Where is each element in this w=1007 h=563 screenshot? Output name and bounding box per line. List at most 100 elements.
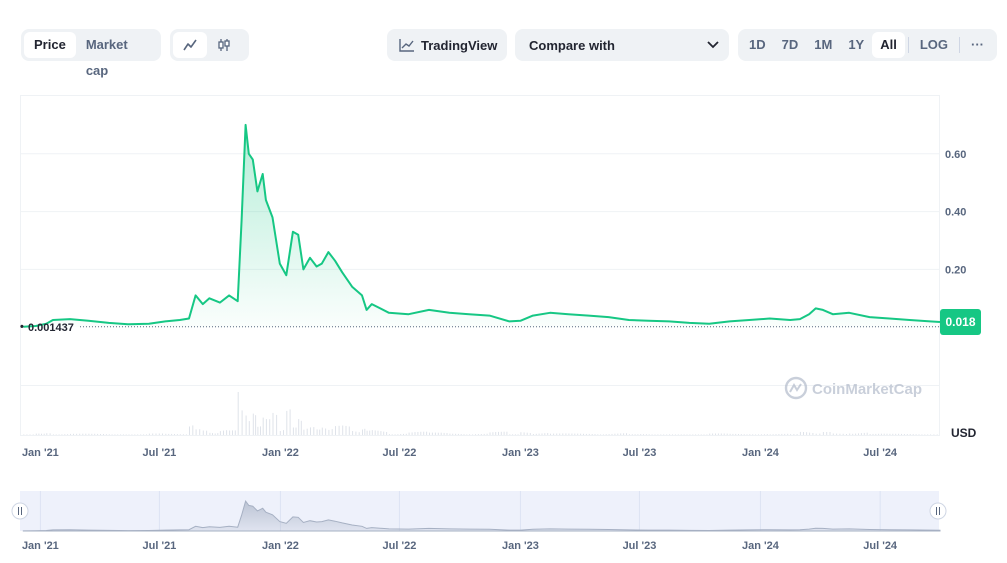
range-1y[interactable]: 1Y — [848, 37, 865, 52]
volume-bar — [927, 434, 929, 435]
volume-bar — [400, 434, 402, 435]
volume-bar — [645, 434, 647, 435]
navigator-x-tick-label: Jan '23 — [502, 540, 539, 552]
volume-bar — [483, 433, 485, 435]
range-1m[interactable]: 1M — [814, 37, 833, 52]
navigator-x-axis: Jan '21 Jul '21 Jan '22 Jul '22 Jan '23 Jul '… — [22, 540, 898, 552]
line-chart-button[interactable] — [173, 32, 207, 58]
volume-bar — [809, 432, 811, 435]
coinmarketcap-watermark: CoinMarketCap — [784, 376, 922, 400]
volume-bar — [374, 430, 376, 435]
volume-bar — [345, 425, 347, 435]
navigator-handle-right[interactable] — [929, 502, 947, 520]
price-area — [23, 124, 941, 328]
volume-bar — [111, 434, 113, 435]
time-range-selector: 1D 7D 1M 1Y All LOG ··· — [738, 29, 997, 61]
volume-bar — [366, 430, 368, 435]
x-tick-label: Jul '21 — [143, 447, 177, 459]
volume-bar — [799, 431, 801, 435]
volume-bar — [313, 427, 315, 435]
volume-bar — [669, 434, 671, 435]
volume-bar — [455, 433, 457, 435]
tab-price[interactable]: Price — [24, 32, 76, 58]
volume-bar — [909, 434, 911, 435]
volume-bar — [437, 432, 439, 435]
volume-bar — [858, 433, 859, 435]
volume-bar — [122, 434, 124, 435]
volume-bar — [686, 434, 688, 435]
volume-bar — [605, 434, 607, 435]
tradingview-button[interactable]: TradingView — [387, 29, 507, 61]
volume-bar — [654, 434, 656, 435]
volume-bar — [292, 427, 294, 435]
volume-bar — [726, 433, 728, 435]
volume-bar — [878, 433, 880, 435]
volume-bar — [480, 434, 482, 435]
volume-bar — [517, 434, 519, 435]
volume-bar — [608, 434, 610, 435]
x-tick-label: Jan '22 — [262, 447, 299, 459]
navigator-x-tick-label: Jan '24 — [742, 540, 780, 552]
volume-bar — [772, 434, 774, 435]
navigator-x-tick-label: Jan '22 — [262, 540, 299, 552]
volume-bar — [559, 433, 561, 435]
navigator-handle-left[interactable] — [11, 502, 29, 520]
volume-bar — [717, 433, 719, 435]
volume-bar — [577, 433, 579, 435]
volume-bar — [431, 432, 433, 435]
volume-bar — [446, 433, 448, 435]
volume-bar — [547, 433, 549, 435]
volume-bar — [355, 431, 357, 435]
more-options-button[interactable]: ··· — [971, 37, 985, 52]
range-1d[interactable]: 1D — [749, 37, 766, 52]
volume-bar — [414, 432, 416, 435]
volume-bar — [97, 433, 99, 435]
volume-bar — [310, 427, 311, 435]
volume-bar — [58, 434, 60, 435]
volume-bar — [120, 434, 122, 435]
volume-bar — [550, 433, 551, 435]
volume-bar — [597, 434, 599, 435]
volume-bar — [758, 434, 759, 435]
volume-bar — [541, 433, 543, 435]
x-axis: Jan '21 Jul '21 Jan '22 Jul '22 Jan '23 Jul '… — [22, 447, 898, 459]
volume-bar — [918, 434, 920, 435]
volume-bar — [901, 433, 902, 435]
range-all[interactable]: All — [872, 32, 905, 58]
candlestick-chart-button[interactable] — [207, 32, 241, 58]
volume-bar — [553, 433, 555, 435]
volume-bar — [836, 433, 838, 435]
watermark-text: CoinMarketCap — [812, 381, 922, 398]
range-7d[interactable]: 7D — [781, 37, 799, 52]
volume-bar — [179, 434, 181, 435]
volume-bar — [405, 433, 407, 435]
volume-bar — [583, 433, 584, 435]
volume-bar — [26, 434, 28, 435]
volume-bar — [82, 433, 84, 435]
range-navigator[interactable] — [11, 491, 947, 532]
compare-with-dropdown[interactable]: Compare with — [515, 29, 729, 61]
volume-bar — [580, 433, 582, 435]
volume-bar — [55, 434, 57, 435]
volume-bar — [452, 433, 454, 435]
log-scale-toggle[interactable]: LOG — [919, 37, 949, 52]
volume-bar — [352, 431, 354, 435]
volume-bar — [692, 434, 694, 435]
volume-bar — [32, 434, 34, 435]
volume-bar — [300, 420, 302, 435]
volume-bar — [328, 429, 330, 435]
x-tick-label: Jan '24 — [742, 447, 780, 459]
volume-bar — [860, 433, 862, 435]
volume-bar — [743, 434, 745, 435]
volume-bar — [234, 430, 236, 435]
volume-bar — [46, 433, 48, 435]
y-tick-label: 0.40 — [945, 207, 966, 219]
volume-bar — [391, 434, 393, 435]
volume-bar — [787, 433, 789, 435]
volume-bar — [815, 433, 817, 435]
volume-bar — [137, 434, 139, 435]
tab-market-cap[interactable]: Market cap — [85, 37, 128, 78]
volume-bar — [108, 434, 110, 435]
volume-bar — [778, 434, 780, 435]
volume-bar — [924, 434, 926, 435]
